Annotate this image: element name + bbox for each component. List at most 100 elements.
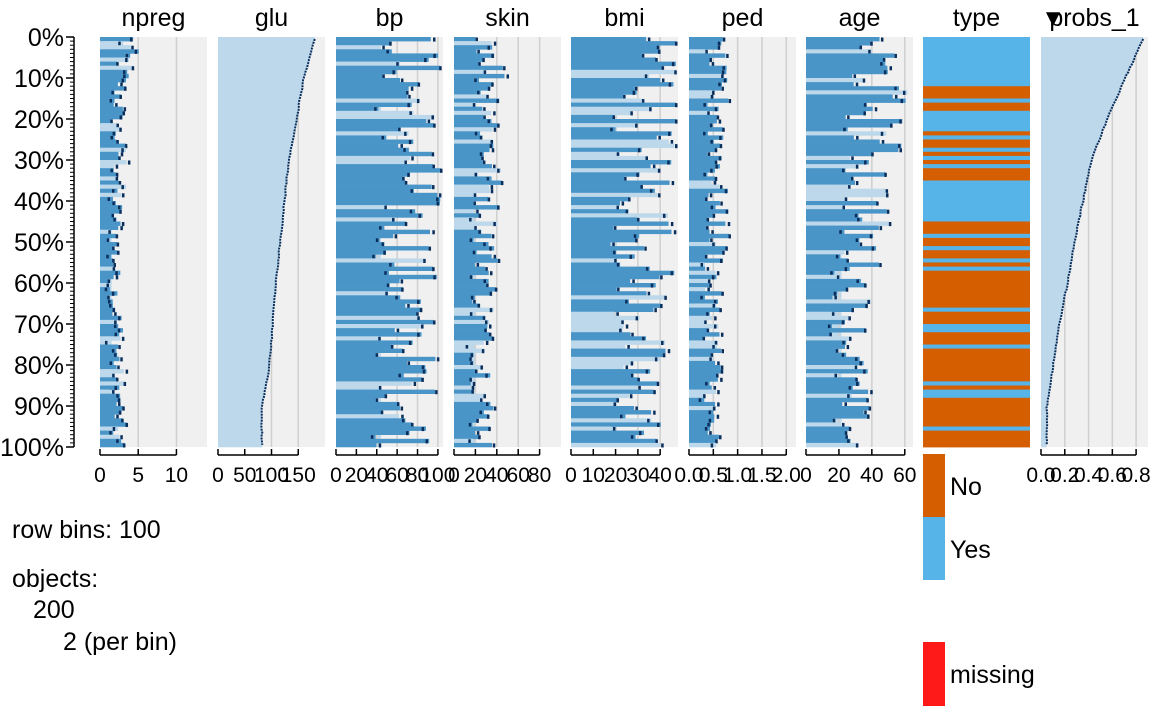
bin-bar	[454, 430, 476, 435]
bin-bar	[454, 209, 475, 214]
bin-bar	[336, 246, 429, 251]
bin-mean-mark	[472, 381, 476, 386]
bin-bar	[571, 37, 647, 42]
bin-mean-mark	[432, 185, 435, 190]
bin-mean-mark	[612, 427, 616, 432]
bin-bar	[571, 143, 675, 148]
bin-mean-mark	[844, 431, 848, 436]
bin-mean-mark	[111, 213, 115, 218]
bin-bar	[571, 369, 651, 374]
bin-bar	[571, 98, 642, 103]
bin-bar	[689, 278, 710, 284]
bin-bar	[689, 69, 727, 75]
bin-bar	[571, 69, 676, 75]
bin-mean-mark	[471, 390, 474, 395]
bin-bar	[806, 442, 859, 448]
bin-mean-mark	[721, 349, 724, 354]
x-tick-label: 5	[132, 464, 144, 487]
bin-mean-mark	[120, 357, 123, 362]
bin-bar	[218, 143, 292, 148]
bin-mean-mark	[378, 336, 381, 341]
bin-mean-mark	[107, 295, 110, 300]
bin-mean-mark	[650, 283, 654, 288]
bin-mean-mark	[112, 308, 116, 313]
legend-label-Yes: Yes	[950, 536, 991, 564]
type-bin	[923, 365, 1030, 370]
bin-mean-mark	[655, 439, 658, 444]
bin-bar	[100, 229, 110, 235]
bin-mean-mark	[125, 369, 129, 374]
bin-bar	[806, 336, 851, 341]
bin-bar	[100, 233, 117, 239]
type-bin	[923, 205, 1030, 210]
bin-bar	[1041, 192, 1084, 198]
bin-bar	[336, 160, 405, 165]
bin-mean-mark	[719, 144, 723, 149]
bin-bar	[454, 221, 498, 226]
bin-bar	[689, 410, 714, 415]
bin-mean-mark	[112, 201, 115, 206]
bin-mean-mark	[110, 168, 113, 173]
bin-bar	[336, 340, 413, 345]
bin-mean-mark	[433, 53, 436, 58]
bin-mean-mark	[644, 246, 647, 251]
bin-mean-mark	[702, 336, 706, 341]
bin-mean-mark	[111, 90, 114, 95]
bin-bar	[571, 344, 626, 349]
bin-mean-mark	[489, 271, 493, 276]
bin-mean-mark	[372, 254, 375, 259]
bin-mean-mark	[709, 431, 712, 436]
bin-bar	[336, 114, 435, 120]
bin-mean-mark	[118, 156, 121, 161]
bin-mean-mark	[717, 45, 721, 50]
bin-mean-mark	[717, 402, 720, 407]
bin-bar	[100, 365, 117, 370]
bin-mean-mark	[703, 103, 706, 108]
row-axis-label: 30%	[14, 147, 64, 175]
bin-bar	[689, 127, 723, 132]
bin-bar	[1041, 213, 1081, 218]
bin-bar	[336, 188, 414, 194]
bin-mean-mark	[657, 49, 661, 54]
bin-mean-mark	[417, 332, 420, 337]
bin-bar	[336, 365, 426, 370]
bin-bar	[571, 73, 650, 79]
bin-bar	[571, 246, 644, 251]
bin-bar	[454, 266, 486, 271]
bin-bar	[454, 184, 490, 189]
bin-bar	[806, 135, 854, 140]
bin-mean-mark	[706, 217, 710, 222]
bin-bar	[689, 106, 719, 112]
bin-bar	[571, 209, 629, 214]
bin-mean-mark	[713, 386, 717, 391]
bin-bar	[689, 205, 716, 210]
bin-bar	[100, 139, 117, 144]
type-bin	[923, 176, 1030, 181]
bin-mean-mark	[473, 193, 477, 198]
bin-bar	[1041, 295, 1065, 300]
bin-mean-mark	[662, 353, 666, 358]
bin-bar	[336, 418, 406, 423]
bin-bar	[218, 205, 284, 210]
bin-bar	[336, 303, 406, 308]
bin-mean-mark	[470, 361, 473, 366]
bin-bar	[1041, 381, 1051, 386]
bin-bar	[100, 295, 109, 300]
bin-bar	[218, 94, 301, 99]
bin-bar	[218, 209, 284, 214]
bin-bar	[689, 94, 712, 99]
bin-mean-mark	[493, 127, 497, 132]
bin-mean-mark	[719, 435, 722, 440]
bin-mean-mark	[632, 90, 636, 95]
bin-bar	[689, 61, 710, 66]
bin-bar	[1041, 242, 1075, 247]
type-bin	[923, 262, 1030, 267]
bin-bar	[218, 397, 263, 403]
bin-bar	[806, 90, 908, 95]
bin-bar	[1041, 365, 1054, 370]
bin-bar	[454, 278, 489, 284]
bin-bar	[571, 278, 631, 284]
bin-bar	[454, 65, 503, 71]
bin-bar	[336, 278, 400, 284]
